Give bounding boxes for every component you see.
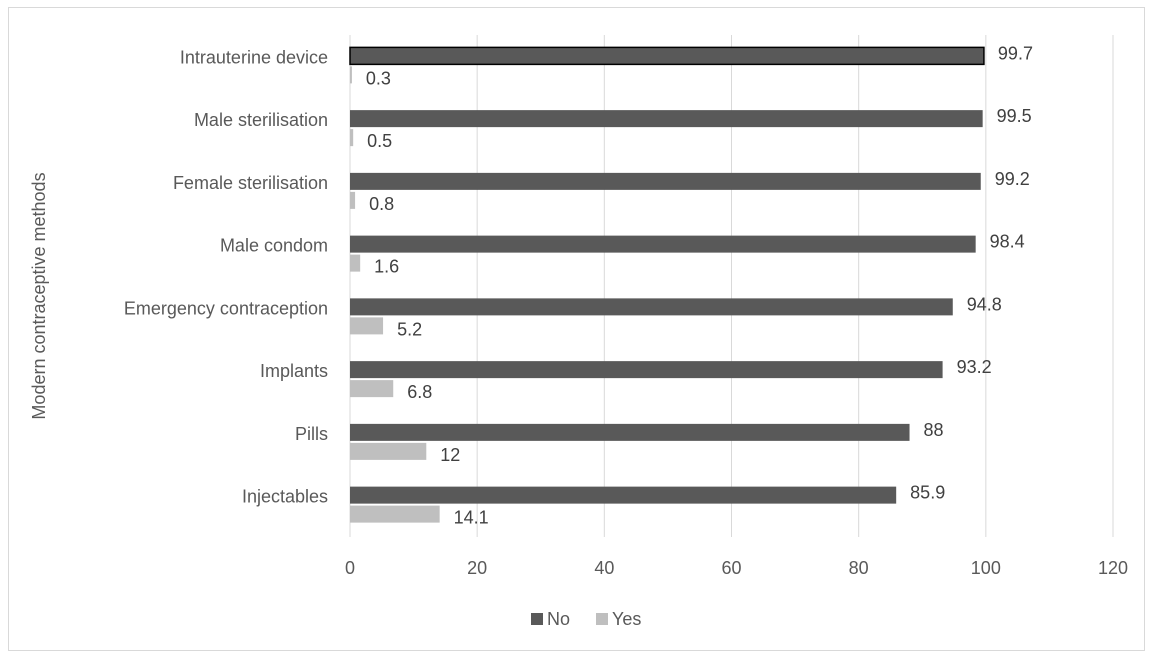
- category-label: Female sterilisation: [173, 173, 328, 193]
- data-label: 88: [924, 420, 944, 440]
- category-label: Injectables: [242, 487, 328, 507]
- bar-no: [350, 298, 953, 316]
- x-tick-label: 60: [721, 558, 741, 578]
- bar-yes: [350, 66, 352, 84]
- category-label: Male sterilisation: [194, 110, 328, 130]
- data-label: 99.2: [995, 169, 1030, 189]
- bar-yes: [350, 191, 356, 209]
- legend: No Yes: [531, 609, 641, 629]
- bar-no: [350, 486, 897, 504]
- bar-no: [350, 361, 943, 379]
- x-tick-label: 120: [1098, 558, 1128, 578]
- bar-yes: [350, 129, 354, 147]
- bar-no: [350, 423, 910, 441]
- x-tick-label: 80: [849, 558, 869, 578]
- bar-no: [349, 46, 985, 66]
- x-tick-label: 100: [971, 558, 1001, 578]
- x-tick-label: 20: [467, 558, 487, 578]
- data-label: 99.5: [997, 106, 1032, 126]
- data-label: 5.2: [397, 319, 422, 339]
- x-tick-label: 0: [345, 558, 355, 578]
- data-label: 85.9: [910, 483, 945, 503]
- bar-yes: [350, 380, 394, 398]
- data-label: 6.8: [407, 382, 432, 402]
- category-label: Male condom: [220, 236, 328, 256]
- bar-yes: [350, 254, 361, 272]
- category-label: Implants: [260, 361, 328, 381]
- data-label: 93.2: [957, 357, 992, 377]
- data-label: 12: [440, 445, 460, 465]
- y-axis-label: Modern contraceptive methods: [29, 172, 49, 419]
- x-tick-label: 40: [594, 558, 614, 578]
- data-label: 98.4: [990, 232, 1025, 252]
- category-label: Pills: [295, 424, 328, 444]
- data-label: 94.8: [967, 294, 1002, 314]
- bar-no: [350, 235, 976, 253]
- data-label: 14.1: [454, 508, 489, 528]
- legend-label-no: No: [547, 609, 570, 629]
- data-label: 0.3: [366, 68, 391, 88]
- data-label: 0.5: [367, 131, 392, 151]
- category-labels: Intrauterine device 99.7 0.3 Male sterilisa…: [124, 43, 1033, 527]
- data-label: 1.6: [374, 257, 399, 277]
- bar-no: [350, 172, 981, 190]
- bar-yes: [350, 505, 440, 523]
- bar-no: [350, 110, 983, 128]
- legend-swatch-no: [531, 613, 543, 625]
- bar-yes: [350, 442, 427, 460]
- data-label: 99.7: [998, 43, 1033, 63]
- legend-label-yes: Yes: [612, 609, 641, 629]
- bars: [349, 46, 985, 523]
- data-label: 0.8: [369, 194, 394, 214]
- category-label: Emergency contraception: [124, 298, 328, 318]
- legend-swatch-yes: [596, 613, 608, 625]
- bar-yes: [350, 317, 384, 335]
- category-label: Intrauterine device: [180, 47, 328, 67]
- x-tick-labels: 0 20 40 60 80 100 120: [345, 558, 1128, 578]
